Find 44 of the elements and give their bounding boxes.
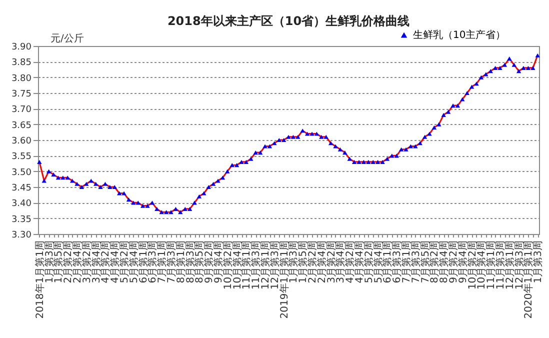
y-tick-label: 3.80 — [11, 74, 32, 84]
x-tick-label: 2月第4周 — [316, 240, 328, 284]
y-tick-label: 3.55 — [11, 152, 32, 162]
x-tick-label: 2月第2周 — [306, 240, 318, 284]
y-tick-label: 3.35 — [11, 214, 32, 225]
x-tick-label: 5月第4周 — [372, 240, 384, 284]
y-tick-label: 3.50 — [11, 168, 32, 178]
y-tick-label: 3.70 — [11, 105, 32, 116]
x-tick-label: 5月第4周 — [128, 240, 140, 284]
y-tick-label: 3.45 — [11, 184, 32, 194]
x-tick-label: 7月第5周 — [419, 240, 432, 284]
x-tick-label: 11月第3周 — [494, 240, 506, 290]
x-tick-label: 10月第2周 — [222, 240, 234, 290]
y-tick-label: 3.85 — [11, 58, 32, 68]
x-tick-label: 12月第1周 — [504, 240, 516, 290]
x-tick-label: 10月第4周 — [231, 240, 244, 290]
x-tick-label: 9月第2周 — [447, 240, 460, 284]
y-tick-label: 3.40 — [11, 199, 32, 210]
x-tick-label: 4月第4周 — [353, 240, 366, 284]
y-tick-label: 3.60 — [11, 136, 32, 146]
x-tick-label: 5月第2周 — [362, 240, 375, 284]
x-tick-label: 3月第2周 — [325, 240, 338, 284]
chart-title: 2018年以来主产区（10省）生鲜乳价格曲线 — [167, 14, 410, 28]
x-tick-label: 1月第3周 — [532, 240, 544, 284]
x-tick-label: 6月第1周 — [137, 240, 150, 284]
legend-label: 生鲜乳（10主产省） — [413, 29, 506, 41]
x-tick-label: 7月第1周 — [400, 240, 412, 284]
x-tick-label: 7月第3周 — [410, 240, 422, 284]
y-tick-label: 3.30 — [11, 230, 32, 240]
x-tick-label: 9月第4周 — [456, 240, 469, 284]
x-tick-label: 8月第1周 — [174, 240, 187, 284]
x-tick-label: 12月第3周 — [268, 240, 281, 290]
x-tick-label: 12月第1周 — [260, 240, 272, 290]
y-tick-label: 3.90 — [11, 42, 32, 52]
y-axis-title: 元/公斤 — [50, 32, 84, 44]
y-tick-label: 3.75 — [11, 90, 32, 100]
x-tick-label: 8月第3周 — [184, 240, 196, 284]
y-tick-label: 3.65 — [11, 120, 32, 131]
x-tick-label: 1月第3周 — [43, 240, 56, 284]
x-tick-label: 2018年1月第1周 — [34, 240, 46, 319]
x-tick-label: 2019年1月第1周 — [278, 240, 290, 319]
x-tick-label: 3月第4周 — [90, 240, 102, 284]
x-tick-label: 10月第2周 — [466, 240, 478, 290]
x-tick-label: 3月第2周 — [80, 240, 93, 284]
